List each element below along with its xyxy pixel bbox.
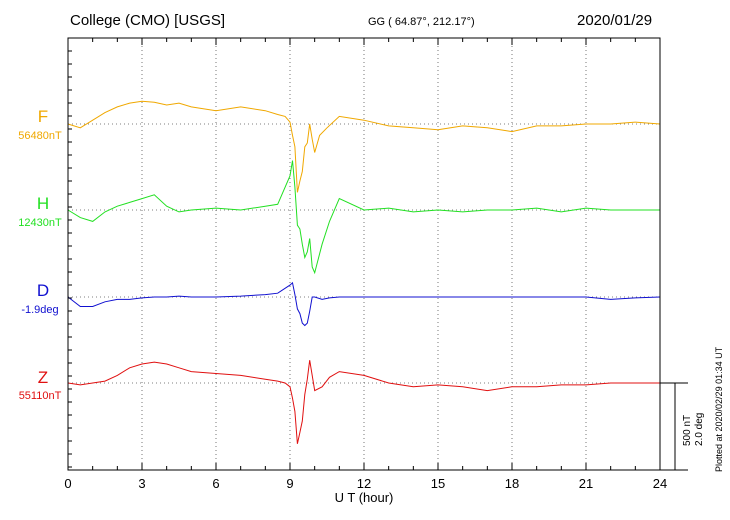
channel-z-name: Z — [37, 368, 49, 387]
station-title: College (CMO) [USGS] — [70, 12, 226, 29]
x-tick-label: 21 — [579, 476, 593, 491]
series-line-f — [67, 100, 661, 193]
channel-h-name: H — [36, 194, 50, 213]
channel-d-baseline: -1.9deg — [21, 304, 59, 316]
x-tick-label: 15 — [431, 476, 445, 491]
channel-f-baseline: 56480nT — [18, 130, 62, 142]
x-tick-label: 18 — [505, 476, 519, 491]
x-tick-label: 3 — [138, 476, 145, 491]
scale-bar-nt-label: 500 nT — [682, 414, 693, 446]
series-line-h — [67, 160, 660, 275]
x-tick-label: 12 — [357, 476, 371, 491]
x-tick-label: 24 — [653, 476, 667, 491]
coordinates-label: GG ( 64.87°, 212.17°) — [368, 16, 475, 28]
series-line-z — [67, 360, 660, 444]
x-tick-label: 6 — [212, 476, 219, 491]
x-tick-label: 9 — [286, 476, 293, 491]
plotted-timestamp: Plotted at 2020/02/29 01:34 UT — [714, 346, 724, 472]
x-tick-label: 0 — [64, 476, 71, 491]
scale-bar-deg-label: 2.0 deg — [694, 412, 705, 446]
channel-d-name: D — [36, 281, 50, 300]
channel-f-name: F — [37, 107, 49, 126]
channel-h-baseline: 12430nT — [18, 217, 62, 229]
x-axis-label: U T (hour) — [335, 490, 394, 505]
date-label: 2020/01/29 — [577, 12, 653, 29]
channel-z-baseline: 55110nT — [18, 390, 62, 402]
series-line-d — [67, 281, 661, 327]
